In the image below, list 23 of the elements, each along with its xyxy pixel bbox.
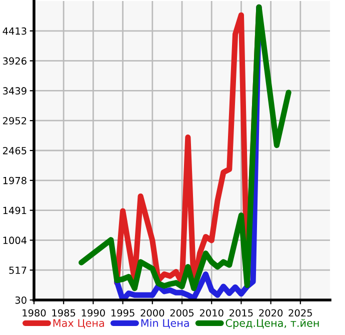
y-tick-label: 517 [9,266,26,274]
y-tick-label: 4413 [2,27,26,35]
y-tick-label: 2465 [3,146,26,154]
x-tick-label: 2025 [288,309,312,317]
y-tick-label: 1978 [3,176,26,184]
x-tick-label: 1995 [111,309,134,317]
legend-label: Max Цена [53,319,104,328]
x-tick-label: 2020 [259,309,283,317]
y-tick-label: 1491 [3,206,26,214]
x-tick-label: 1985 [52,309,76,317]
x-tick-label: 2005 [170,309,194,317]
x-tick-label: 1990 [82,309,105,317]
y-tick-label: 2952 [3,117,26,124]
y-tick-label: 3926 [3,57,26,65]
x-tick-label: 2015 [230,309,253,317]
y-tick-label: 1004 [3,236,27,244]
legend-label: Сред.Цена, т.йен [226,318,319,329]
y-tick-label: 30 [15,296,26,304]
x-tick-label: 1980 [22,309,46,317]
y-tick-label: 3439 [3,87,26,95]
x-tick-label: 2010 [200,309,224,317]
legend-label: Min Цена [141,318,189,328]
x-tick-label: 2000 [140,309,164,317]
